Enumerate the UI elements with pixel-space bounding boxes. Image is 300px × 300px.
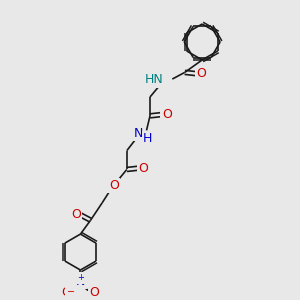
Text: +: +	[78, 274, 85, 283]
Text: O: O	[71, 208, 81, 221]
Text: O: O	[109, 179, 119, 192]
Text: O: O	[89, 286, 99, 299]
Text: −: −	[67, 287, 75, 297]
Text: O: O	[61, 286, 71, 299]
Text: H: H	[143, 132, 152, 145]
Text: O: O	[162, 108, 172, 121]
Text: N: N	[76, 275, 85, 288]
Text: O: O	[196, 67, 206, 80]
Text: HN: HN	[144, 73, 163, 86]
Text: O: O	[139, 161, 148, 175]
Text: N: N	[134, 127, 143, 140]
